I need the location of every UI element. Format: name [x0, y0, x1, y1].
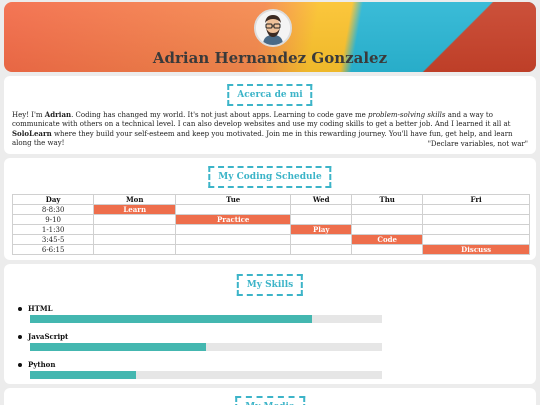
schedule-header-row: Day Mon Tue Wed Thu Fri: [11, 194, 530, 205]
column-header: Day: [11, 194, 95, 205]
skill-progress-fill: [30, 343, 206, 351]
schedule-cell: [93, 234, 177, 245]
schedule-cell: [351, 204, 424, 215]
table-row: 1-1:30 Play: [11, 224, 530, 235]
skill-progress-bar: [30, 343, 382, 351]
schedule-cell: [422, 224, 530, 235]
schedule-cell: [422, 204, 530, 215]
media-title: My Media: [235, 396, 305, 405]
time-cell: 1-1:30: [11, 224, 95, 235]
schedule-cell: [175, 234, 292, 245]
schedule-cell: [290, 234, 353, 245]
schedule-cell: [93, 224, 177, 235]
schedule-cell: [422, 214, 530, 225]
schedule-cell: [351, 224, 424, 235]
schedule-cell: Discuss: [422, 244, 530, 255]
bullet-icon: [18, 306, 22, 311]
schedule-section: My Coding Schedule Day Mon Tue Wed Thu F…: [4, 158, 536, 260]
schedule-cell: [290, 244, 353, 255]
column-header: Tue: [175, 194, 292, 205]
about-section: Acerca de mi Hey! I'm Adrian. Coding has…: [4, 76, 536, 154]
skills-section: My Skills HTML JavaScript Python: [4, 264, 536, 384]
column-header: Fri: [422, 194, 530, 205]
schedule-cell: [290, 214, 353, 225]
column-header: Mon: [93, 194, 177, 205]
skill-item: JavaScript: [18, 332, 384, 351]
table-row: 6-6:15 Discuss: [11, 244, 530, 255]
schedule-cell: Code: [351, 234, 424, 245]
schedule-cell: [290, 204, 353, 215]
time-cell: 8-8:30: [11, 204, 95, 215]
header-decoration: [416, 2, 536, 72]
column-header: Thu: [351, 194, 424, 205]
table-row: 9-10 Practice: [11, 214, 530, 225]
schedule-title: My Coding Schedule: [208, 166, 332, 188]
time-cell: 6-6:15: [11, 244, 95, 255]
schedule-cell: Play: [290, 224, 353, 235]
skill-progress-fill: [30, 315, 312, 323]
about-text: Hey! I'm Adrian. Coding has changed my w…: [12, 110, 513, 147]
column-header: Wed: [290, 194, 353, 205]
schedule-cell: [351, 244, 424, 255]
schedule-cell: [175, 224, 292, 235]
table-row: 3:45-5 Code: [11, 234, 530, 245]
time-cell: 3:45-5: [11, 234, 95, 245]
schedule-cell: [93, 214, 177, 225]
schedule-cell: Practice: [175, 214, 292, 225]
schedule-cell: [175, 244, 292, 255]
developer-avatar-icon: [254, 9, 292, 47]
about-title: Acerca de mi: [227, 84, 313, 106]
bullet-icon: [18, 362, 22, 367]
schedule-cell: [175, 204, 292, 215]
page-title: Adrian Hernandez Gonzalez: [152, 49, 388, 67]
skill-name: JavaScript: [28, 332, 69, 341]
skill-progress-fill: [30, 371, 136, 379]
schedule-cell: [351, 214, 424, 225]
schedule-cell: [93, 244, 177, 255]
schedule-table: Day Mon Tue Wed Thu Fri 8-8:30 Learn 9-10 P…: [11, 194, 530, 255]
schedule-cell: [422, 234, 530, 245]
skill-progress-bar: [30, 371, 382, 379]
media-section: My Media: [4, 388, 536, 405]
profile-header: Adrian Hernandez Gonzalez: [4, 2, 536, 72]
about-quote: "Declare variables, not war": [427, 140, 528, 148]
schedule-cell: Learn: [93, 204, 177, 215]
skill-item: HTML: [18, 304, 384, 323]
skills-title: My Skills: [236, 274, 304, 296]
skill-name: HTML: [28, 304, 53, 313]
skill-name: Python: [28, 360, 56, 369]
table-row: 8-8:30 Learn: [11, 204, 530, 215]
time-cell: 9-10: [11, 214, 95, 225]
skill-progress-bar: [30, 315, 382, 323]
skill-item: Python: [18, 360, 384, 379]
bullet-icon: [18, 334, 22, 339]
